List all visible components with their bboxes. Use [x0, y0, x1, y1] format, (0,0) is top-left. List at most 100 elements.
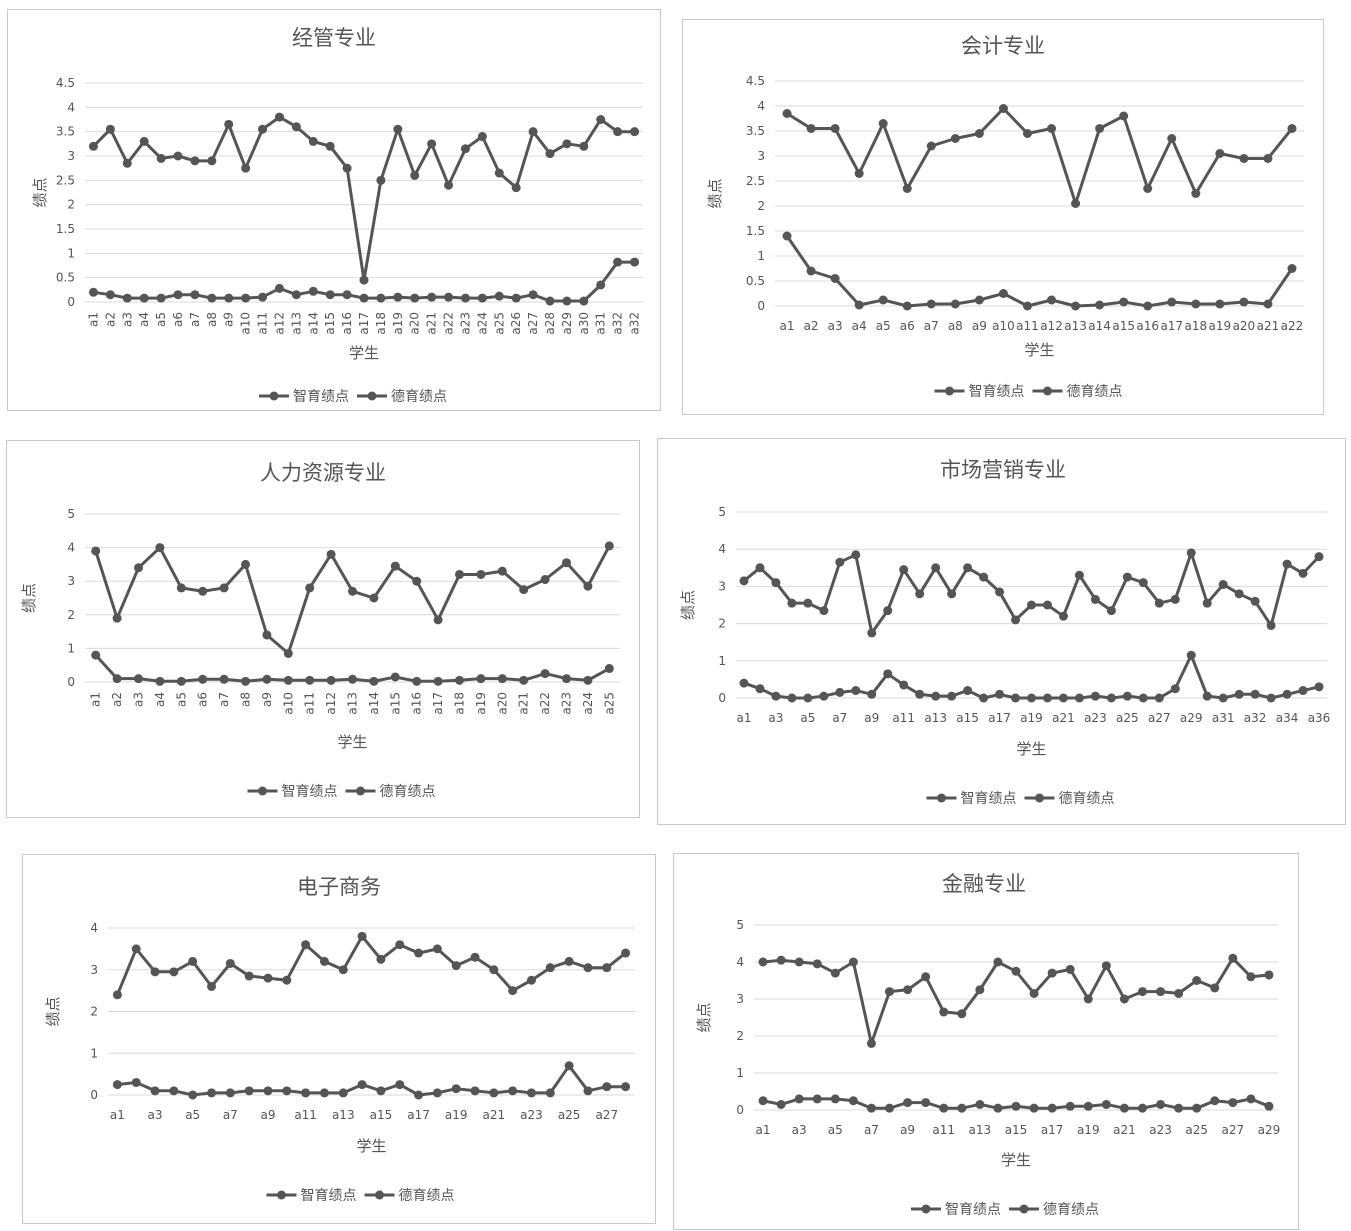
x-tick-label: a11: [892, 711, 915, 725]
x-tick-label: a10: [992, 319, 1015, 333]
data-point: [1266, 620, 1276, 630]
data-point: [835, 557, 845, 567]
data-point: [1263, 299, 1273, 309]
data-point: [241, 676, 250, 686]
data-point: [291, 122, 301, 132]
data-point: [883, 606, 893, 616]
data-point: [376, 954, 386, 964]
data-point: [390, 672, 400, 682]
x-tick-label: a10: [281, 692, 295, 715]
x-tick-label: a6: [171, 312, 185, 327]
y-tick-label: 3: [736, 992, 744, 1006]
x-tick-label: a27: [526, 312, 540, 335]
data-point: [812, 959, 822, 969]
data-point: [390, 561, 400, 571]
chart-title: 人力资源专业: [260, 461, 386, 485]
y-tick-label: 0: [90, 1088, 98, 1102]
data-point: [885, 987, 895, 997]
x-tick-label: a17: [407, 1108, 430, 1122]
data-point: [1239, 297, 1249, 307]
data-point: [1047, 295, 1057, 305]
data-point: [1065, 1101, 1075, 1111]
data-point: [319, 956, 329, 966]
data-point: [263, 1086, 273, 1096]
x-tick-label: a7: [924, 319, 939, 333]
y-tick-label: 0: [67, 675, 75, 689]
data-point: [1264, 1101, 1274, 1111]
data-point: [947, 589, 957, 599]
y-axis-label: 绩点: [695, 1002, 713, 1032]
data-point: [1137, 1103, 1147, 1113]
chart-panel-jingguan: 经管专业 0 0.5 1 1.5 2 2.5 3 3.5 4 4.5 a1 a2 a3 a4 a5 a6 a7 a8…: [7, 9, 661, 411]
data-point: [414, 1090, 424, 1100]
x-tick-label: a29: [1258, 1123, 1281, 1137]
data-point: [414, 948, 424, 958]
data-point: [1154, 598, 1164, 608]
data-point: [794, 1094, 804, 1104]
data-point: [476, 569, 486, 579]
data-point: [432, 1088, 442, 1098]
data-point: [819, 691, 829, 701]
x-tick-label: a2: [110, 692, 124, 707]
data-point: [225, 1088, 235, 1098]
x-tick-label: a23: [1084, 711, 1107, 725]
y-tick-label: 4: [757, 99, 765, 113]
chart-panel-kuaiji: 会计专业 0 0.5 1 1.5 2 2.5 3 3.5 4 4.5 a1 a2 a3 a4 a5 a6 a7 a8…: [682, 19, 1324, 415]
data-point: [1287, 264, 1297, 273]
x-tick-label: a13: [1064, 319, 1087, 333]
data-point: [963, 563, 973, 573]
data-point: [975, 1099, 985, 1109]
data-point: [1071, 199, 1081, 208]
y-tick-label: 2.5: [746, 174, 765, 188]
data-point: [851, 686, 861, 696]
series-line-2: [117, 1064, 626, 1097]
x-tick-label: a17: [357, 312, 371, 335]
data-point: [376, 1086, 386, 1096]
data-point: [301, 1088, 311, 1098]
chart-panel-shichang: 市场营销专业 0 1 2 3 4 5 a1 a3 a5 a7 a9 a11 a13 a15 a17 a19 a21…: [657, 438, 1346, 825]
data-point: [134, 674, 143, 684]
data-point: [412, 576, 422, 586]
data-point: [359, 275, 369, 285]
data-point: [470, 952, 480, 962]
data-point: [776, 955, 786, 965]
y-tick-label: 1: [67, 246, 75, 260]
x-tick-label: a26: [509, 312, 523, 335]
legend-marker: [1035, 793, 1044, 803]
data-point: [395, 940, 405, 950]
data-point: [1029, 988, 1039, 998]
data-point: [451, 1084, 461, 1094]
data-point: [830, 124, 840, 133]
data-point: [88, 141, 98, 151]
data-point: [1122, 691, 1132, 701]
x-tick-label: a23: [1149, 1123, 1172, 1137]
data-point: [319, 1088, 329, 1098]
y-tick-label: 5: [736, 918, 744, 932]
data-point: [224, 119, 234, 129]
x-tick-label: a11: [303, 692, 317, 715]
data-point: [1022, 301, 1032, 311]
data-point: [979, 572, 989, 582]
data-point: [899, 565, 909, 575]
x-tick-label: a11: [256, 312, 270, 335]
data-point: [139, 136, 149, 146]
data-point: [511, 293, 521, 303]
data-point: [301, 940, 311, 950]
x-tick-label: a1: [86, 312, 100, 327]
x-tick-label: a16: [1136, 319, 1159, 333]
x-tick-label: a3: [768, 711, 783, 725]
data-point: [979, 693, 989, 703]
data-point: [198, 586, 208, 596]
x-tick-label: a3: [132, 692, 146, 707]
legend-label: 智育绩点: [282, 784, 338, 800]
data-point: [1228, 953, 1238, 963]
data-point: [1298, 568, 1308, 578]
x-tick-label: a25: [492, 312, 506, 335]
data-point: [545, 149, 555, 159]
data-point: [562, 558, 571, 568]
y-tick-label: 3: [757, 149, 765, 163]
data-point: [806, 266, 816, 276]
data-point: [1058, 611, 1068, 621]
y-tick-label: 0: [757, 299, 765, 313]
data-point: [338, 1088, 348, 1098]
